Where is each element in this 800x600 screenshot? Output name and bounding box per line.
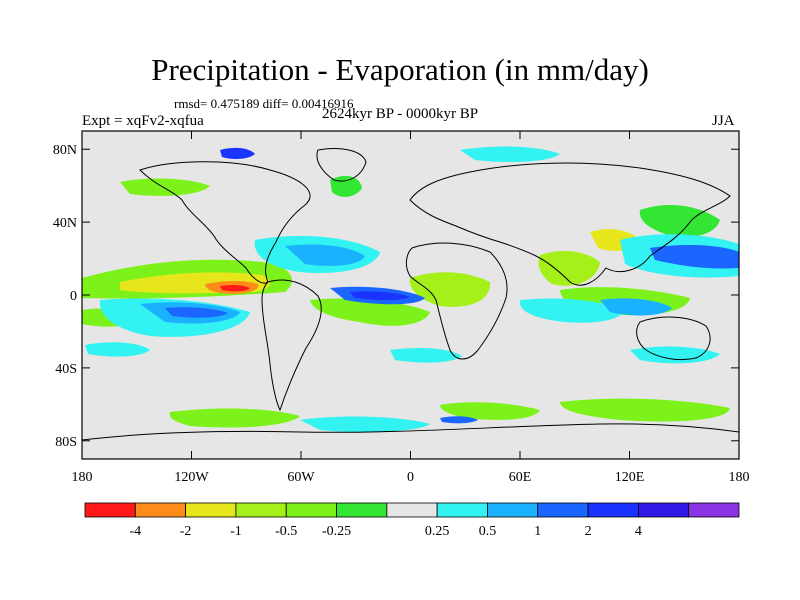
- colorbar-swatch: [185, 502, 237, 518]
- contour-arctic-cyan: [460, 146, 560, 162]
- contour-arctic-green: [120, 178, 210, 196]
- contour-west-pacific-green: [639, 205, 720, 237]
- contour-southern-ocean-green: [169, 408, 300, 428]
- contour-southern-cyan-1: [85, 342, 150, 357]
- colorbar-label: 2: [585, 524, 592, 539]
- colorbar-swatch: [285, 502, 337, 518]
- lon-tick-label: 0: [407, 470, 414, 485]
- lon-tick-label: 120W: [174, 470, 209, 485]
- lat-tick-label: 80N: [53, 143, 77, 158]
- contour-indian-ocean-cyan: [519, 298, 625, 323]
- lat-tick-label: 0: [70, 289, 77, 304]
- colorbar-swatch: [134, 502, 187, 518]
- coastline-africa: [405, 242, 508, 360]
- coastline-greenland: [316, 148, 367, 182]
- contour-southern-cyan-2: [630, 346, 720, 364]
- contour-south-atlantic-south: [440, 402, 540, 420]
- lon-tick-label: 120E: [615, 470, 645, 485]
- colorbar-label: -0.25: [322, 524, 351, 539]
- colorbar-label: 0.5: [479, 524, 497, 539]
- contour-antarctic-blue: [440, 416, 478, 424]
- colorbar-swatch: [688, 502, 740, 518]
- coastline-europe-asia: [409, 162, 731, 286]
- contour-fields: [82, 146, 739, 432]
- contour-southern-ocean-cyan: [300, 416, 430, 432]
- colorbar-swatch: [537, 502, 589, 518]
- lat-tick-label: 80S: [55, 435, 77, 450]
- colorbar-swatch: [587, 502, 639, 518]
- contour-north-atlantic-blue: [285, 244, 365, 266]
- experiment-label: Expt = xqFv2-xqfua: [82, 113, 204, 129]
- coastline-south-america: [261, 279, 322, 412]
- colorbar-label: -2: [180, 524, 192, 539]
- contour-pacific-south-dark: [165, 307, 228, 318]
- season-label: JJA: [712, 113, 735, 129]
- coastline-north-america: [139, 161, 311, 284]
- period-label: 2624kyr BP - 0000kyr BP: [322, 106, 479, 122]
- axis-ticks: 180 120W 60W 0 60E 120E 180 80N 40N 0 40S 80S: [53, 131, 750, 485]
- colorbar-label: 1: [534, 524, 541, 539]
- colorbar-swatch: [637, 502, 690, 518]
- contour-east-pacific-red: [220, 284, 250, 292]
- contour-arctic-blue: [220, 147, 255, 159]
- contour-india-green: [538, 250, 600, 286]
- lat-tick-label: 40N: [53, 216, 77, 231]
- contour-equatorial-atlantic-dark: [350, 291, 410, 301]
- colorbar-label: 0.25: [425, 524, 450, 539]
- lon-tick-label: 180: [729, 470, 750, 485]
- colorbar-swatch: [386, 502, 438, 518]
- map-title: Precipitation - Evaporation (in mm/day): [151, 52, 649, 87]
- colorbar: -4 -2 -1 -0.5 -0.25 0.25 0.5 1 2 4: [84, 502, 740, 539]
- colorbar-swatch: [235, 502, 287, 518]
- contour-west-pacific-blue: [650, 245, 739, 269]
- lon-tick-label: 180: [72, 470, 93, 485]
- contour-south-atlantic-green: [310, 298, 430, 326]
- colorbar-label: 4: [635, 524, 642, 539]
- colorbar-swatch: [336, 502, 388, 518]
- contour-southern-indian-green: [560, 398, 730, 422]
- contour-south-atlantic-cyan: [390, 348, 462, 363]
- colorbar-label: -4: [129, 524, 141, 539]
- colorbar-swatch: [487, 502, 539, 518]
- coastlines: [82, 148, 739, 441]
- coastline-australia: [636, 316, 711, 361]
- contour-indian-ocean-blue: [600, 298, 672, 316]
- colorbar-label: -0.5: [275, 524, 297, 539]
- rmsd-diff-stats: rmsd= 0.475189 diff= 0.00416916: [174, 96, 354, 111]
- contour-africa-green: [409, 272, 491, 307]
- colorbar-swatch: [84, 502, 136, 518]
- lat-tick-label: 40S: [55, 362, 77, 377]
- lon-tick-label: 60W: [287, 470, 315, 485]
- coastline-antarctica: [82, 423, 739, 441]
- lon-tick-label: 60E: [509, 470, 532, 485]
- colorbar-swatch: [436, 502, 488, 518]
- colorbar-label: -1: [230, 524, 242, 539]
